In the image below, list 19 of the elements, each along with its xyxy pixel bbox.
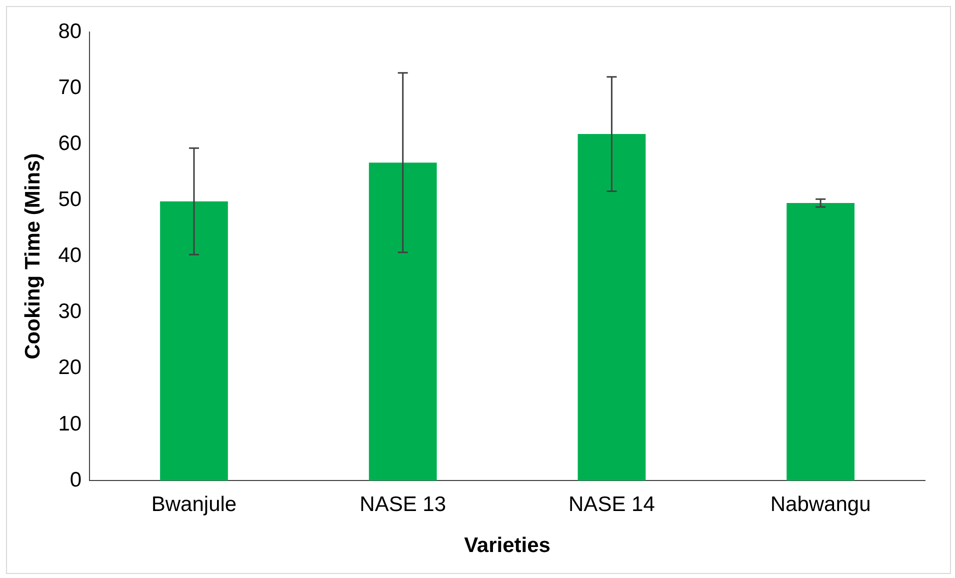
bar xyxy=(368,162,437,481)
x-tick-label: Nabwangu xyxy=(770,492,871,516)
x-tick-label: NASE 13 xyxy=(360,492,446,516)
bar xyxy=(578,134,646,481)
y-tick-label: 50 xyxy=(58,188,82,212)
y-axis-title: Cooking Time (Mins) xyxy=(21,153,44,360)
y-tick-label: 70 xyxy=(58,76,82,99)
y-tick-label: 0 xyxy=(70,468,82,492)
x-tick-label: Bwanjule xyxy=(151,492,237,516)
y-tick-label: 30 xyxy=(58,300,82,324)
y-tick-label: 10 xyxy=(58,412,82,436)
bar xyxy=(160,201,228,481)
x-tick-label: NASE 14 xyxy=(568,492,656,516)
y-tick-label: 80 xyxy=(58,20,82,43)
y-tick-label: 60 xyxy=(58,132,82,155)
y-tick-label: 20 xyxy=(58,356,82,380)
y-tick-label: 40 xyxy=(58,244,82,268)
x-axis-title: Varieties xyxy=(464,534,550,558)
bar xyxy=(786,203,855,481)
